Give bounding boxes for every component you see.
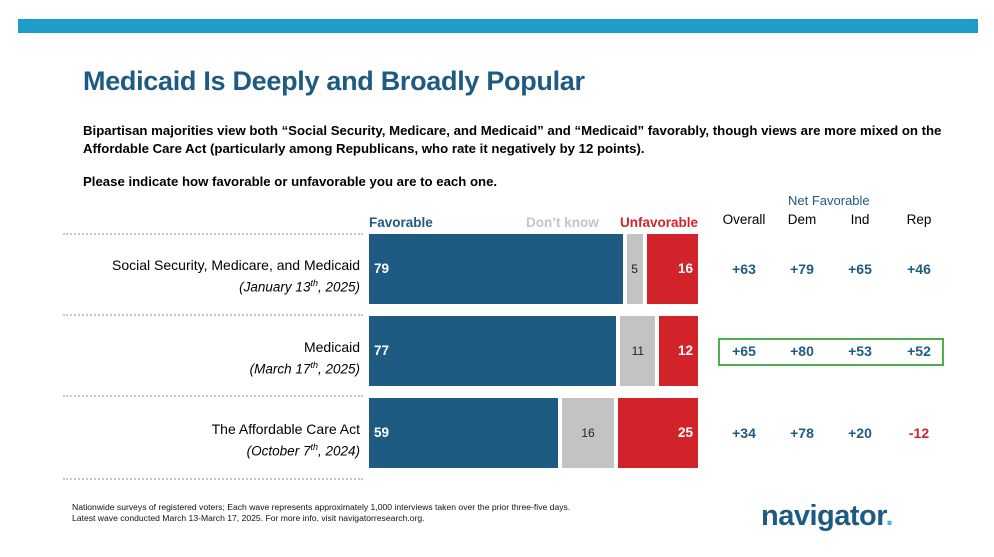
row-date: (March 17th, 2025) — [249, 360, 360, 377]
row-name: Social Security, Medicare, and Medicaid — [112, 257, 360, 273]
row-label-0: Social Security, Medicare, and Medicaid … — [40, 256, 360, 297]
highlight-box — [718, 338, 944, 366]
footnote: Nationwide surveys of registered voters;… — [72, 502, 570, 524]
bar-segment-favorable — [369, 316, 617, 386]
row-divider — [63, 314, 363, 316]
row-divider — [63, 478, 363, 480]
row-label-1: Medicaid (March 17th, 2025) — [40, 338, 360, 379]
bar-segment-favorable — [369, 234, 623, 304]
net-value-overall: +65 — [732, 343, 756, 359]
net-value-ind: +65 — [848, 261, 872, 277]
bar-value-dont-know: 11 — [631, 344, 645, 358]
col-header-ind: Ind — [850, 212, 870, 227]
row-divider — [63, 395, 363, 397]
bar-segment-unfavorable — [646, 234, 698, 304]
bar-row: 77 11 12 — [369, 316, 698, 386]
net-value-ind: +20 — [848, 425, 872, 441]
net-favorable-title: Net Favorable — [788, 193, 870, 208]
bar-value-unfavorable: 12 — [677, 343, 693, 358]
bar-segment-dont-know — [620, 316, 656, 386]
net-value-dem: +79 — [790, 261, 814, 277]
bar-segment-unfavorable — [659, 316, 698, 386]
col-header-rep: Rep — [906, 212, 932, 227]
legend-unfavorable: Unfavorable — [620, 215, 699, 230]
page-title: Medicaid Is Deeply and Broadly Popular — [83, 66, 585, 96]
net-value-dem: +78 — [790, 425, 814, 441]
bar-value-favorable: 59 — [374, 425, 390, 440]
row-date: (October 7th, 2024) — [246, 442, 360, 459]
net-value-rep: +46 — [907, 261, 931, 277]
bar-segment-dont-know — [626, 234, 643, 304]
bar-value-favorable: 79 — [374, 261, 390, 276]
footnote-line-2: Latest wave conducted March 13-March 17,… — [72, 513, 425, 523]
bar-value-unfavorable: 16 — [677, 261, 693, 276]
col-header-dem: Dem — [787, 212, 817, 227]
net-value-ind: +53 — [848, 343, 872, 359]
bar-segment-unfavorable — [617, 398, 698, 468]
bar-row: 59 16 25 — [369, 398, 698, 468]
net-value-overall: +63 — [732, 261, 756, 277]
row-name: Medicaid — [303, 339, 360, 355]
row-name: The Affordable Care Act — [211, 421, 360, 437]
top-accent-bar — [18, 19, 978, 33]
net-value-rep: +52 — [907, 343, 931, 359]
bar-value-unfavorable: 25 — [677, 425, 693, 440]
survey-question: Please indicate how favorable or unfavor… — [83, 174, 498, 189]
row-date: (January 13th, 2025) — [239, 278, 360, 295]
legend-dont-know: Don’t know — [526, 215, 599, 230]
footnote-line-1: Nationwide surveys of registered voters;… — [72, 502, 571, 512]
net-value-rep: -12 — [908, 425, 930, 441]
legend-favorable: Favorable — [369, 215, 433, 230]
net-value-overall: +34 — [732, 425, 756, 441]
bar-value-dont-know: 5 — [631, 262, 638, 276]
bar-value-dont-know: 16 — [581, 426, 595, 440]
col-header-overall: Overall — [722, 212, 766, 227]
bar-row: 79 5 16 — [369, 234, 698, 304]
bar-value-favorable: 77 — [374, 343, 390, 358]
navigator-logo: navigator. — [761, 500, 893, 532]
bar-segment-dont-know — [562, 398, 614, 468]
page-subtitle: Bipartisan majorities view both “Social … — [83, 123, 942, 156]
row-label-2: The Affordable Care Act (October 7th, 20… — [40, 420, 360, 461]
row-divider — [63, 233, 363, 235]
net-value-dem: +80 — [790, 343, 814, 359]
bar-segment-favorable — [369, 398, 559, 468]
